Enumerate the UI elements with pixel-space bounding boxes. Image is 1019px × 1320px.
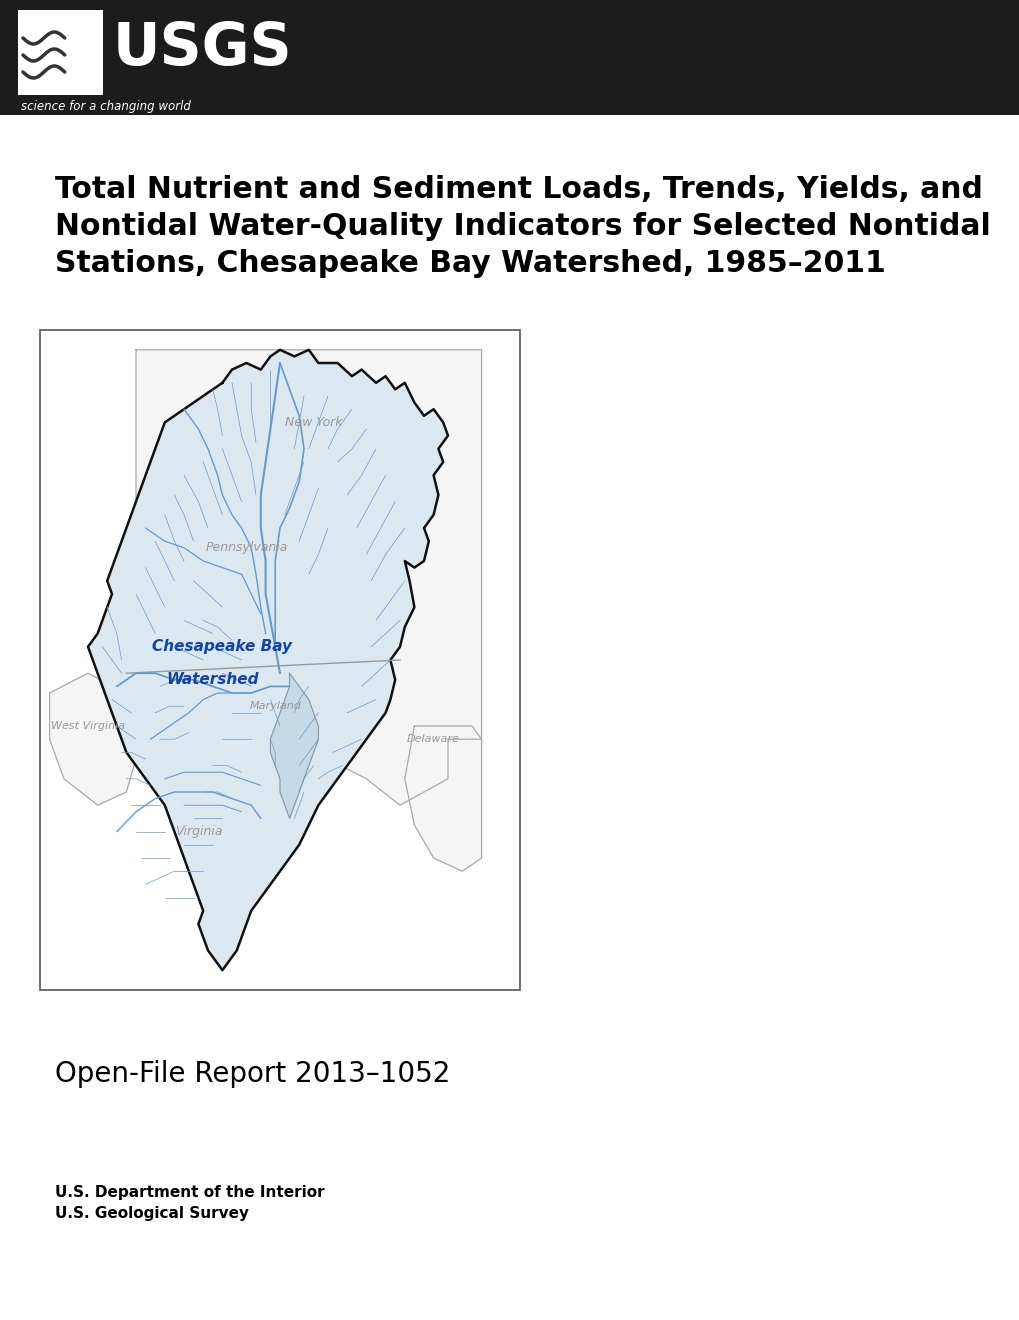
Text: Open-File Report 2013–1052: Open-File Report 2013–1052 [55,1060,450,1088]
Text: USGS: USGS [113,20,292,77]
Text: Delaware: Delaware [407,734,460,744]
Text: New York: New York [284,416,342,429]
Bar [18,11,103,95]
Text: West Virginia: West Virginia [51,721,125,731]
Polygon shape [50,673,136,805]
Text: Maryland: Maryland [249,701,301,711]
Polygon shape [405,726,481,871]
Polygon shape [126,350,481,805]
Text: Total Nutrient and Sediment Loads, Trends, Yields, and
Nontidal Water-Quality In: Total Nutrient and Sediment Loads, Trend… [55,176,989,279]
Text: science for a changing world: science for a changing world [21,100,191,114]
Text: U.S. Department of the Interior
U.S. Geological Survey: U.S. Department of the Interior U.S. Geo… [55,1185,324,1221]
Text: Virginia: Virginia [174,825,222,838]
Bar [0,0,1019,115]
Text: Pennsylvania: Pennsylvania [205,541,287,554]
Text: Chesapeake Bay: Chesapeake Bay [152,639,292,655]
Text: Watershed: Watershed [166,672,259,688]
Polygon shape [88,350,447,970]
Polygon shape [270,673,318,818]
Bar [40,330,520,990]
